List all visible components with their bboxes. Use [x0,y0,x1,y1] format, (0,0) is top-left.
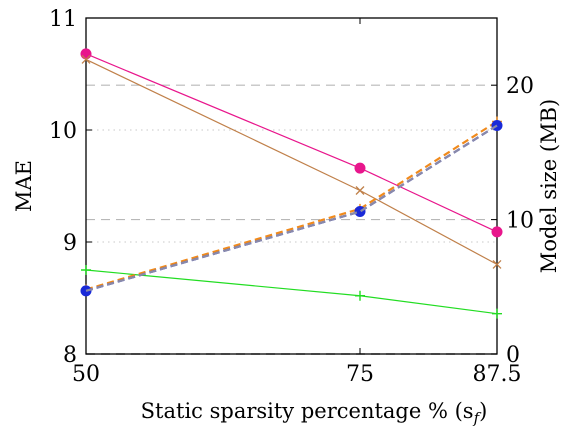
y-left-tick-label: 11 [49,7,77,32]
series-line [85,120,498,291]
x-axis-title-close: ) [479,399,487,423]
series-line [85,269,498,315]
y-right-tick-label: 10 [506,209,534,234]
y-axis-title-left: MAE [12,160,36,212]
series-line [85,53,498,233]
y-left-tick-label: 9 [63,231,77,256]
data-point [355,186,365,195]
y-right-tick-label: 20 [506,74,534,99]
tick-labels: 50 75 87.5 8 9 10 11 0 10 20 [49,7,534,387]
series-1 [80,48,503,238]
data-point [492,259,502,269]
y-left-tick-label: 10 [49,119,77,144]
data-point [81,54,91,64]
y-left-tick-label: 8 [63,343,77,368]
data-point [81,265,91,275]
y-axis-title-right: Model size (MB) [537,99,561,273]
x-tick-label: 87.5 [473,362,522,387]
series-6 [85,124,498,292]
x-tick-label: 50 [72,362,100,387]
series-3 [81,265,502,319]
series-line [85,124,498,292]
y-right-tick-label: 0 [506,343,520,368]
data-point [491,120,503,132]
series-layer [80,48,503,319]
series-5 [80,120,503,297]
axis-ticks [85,17,498,355]
grid-lines [86,84,497,355]
data-point [80,48,92,60]
data-point [492,308,502,319]
data-point [491,226,503,238]
data-point [354,162,366,174]
x-axis-title: Static sparsity percentage % (sf) [141,399,488,427]
series-2 [81,54,502,269]
series-4 [81,116,502,295]
x-tick-label: 75 [346,362,374,387]
plot-frame [85,17,498,355]
x-axis-title-subscript: f [473,409,482,427]
series-line [85,124,498,292]
data-point [355,290,365,301]
